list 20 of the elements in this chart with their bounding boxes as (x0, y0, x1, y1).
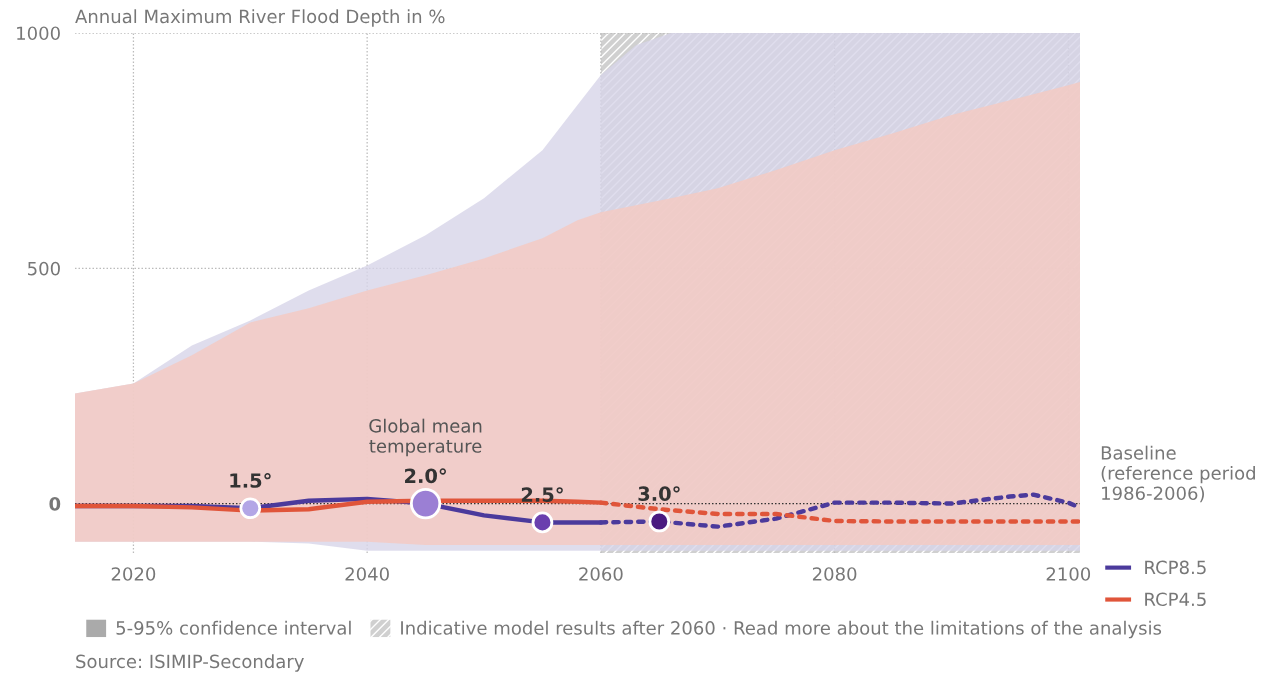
x-tick-label: 2060 (579, 567, 623, 581)
source-note: Source: ISIMIP-Secondary (76, 654, 304, 672)
legend-label: RCP8.5 (1145, 560, 1206, 575)
annotation: 3.0° (638, 486, 680, 502)
x-tick-label: 2020 (111, 567, 156, 581)
y-tick-label: 500 (28, 261, 60, 276)
ref-line-label: Baseline (reference period 1986-2006) (1101, 445, 1255, 503)
text: 5-95% confidence interval (116, 620, 351, 635)
y-tick-label: 0 (49, 497, 61, 511)
x-tick-label: 2100 (1046, 567, 1091, 581)
chart-title: Annual Maximum River Flood Depth in % (75, 9, 445, 27)
x-tick-label: 2080 (812, 567, 857, 581)
annotation: 2.5° (521, 487, 563, 502)
annotation: Global mean temperature (369, 418, 482, 457)
legend-label: Indicative model results after 2060 · Read more about the limitations of the analysis (401, 620, 1162, 639)
annotation: 2.0° (405, 468, 446, 484)
legend-label: RCP4.5 (1145, 592, 1206, 607)
annotation: 1.5° (230, 473, 271, 488)
y-tick-label: 1000 (17, 26, 60, 41)
x-tick-label: 2040 (345, 567, 389, 581)
